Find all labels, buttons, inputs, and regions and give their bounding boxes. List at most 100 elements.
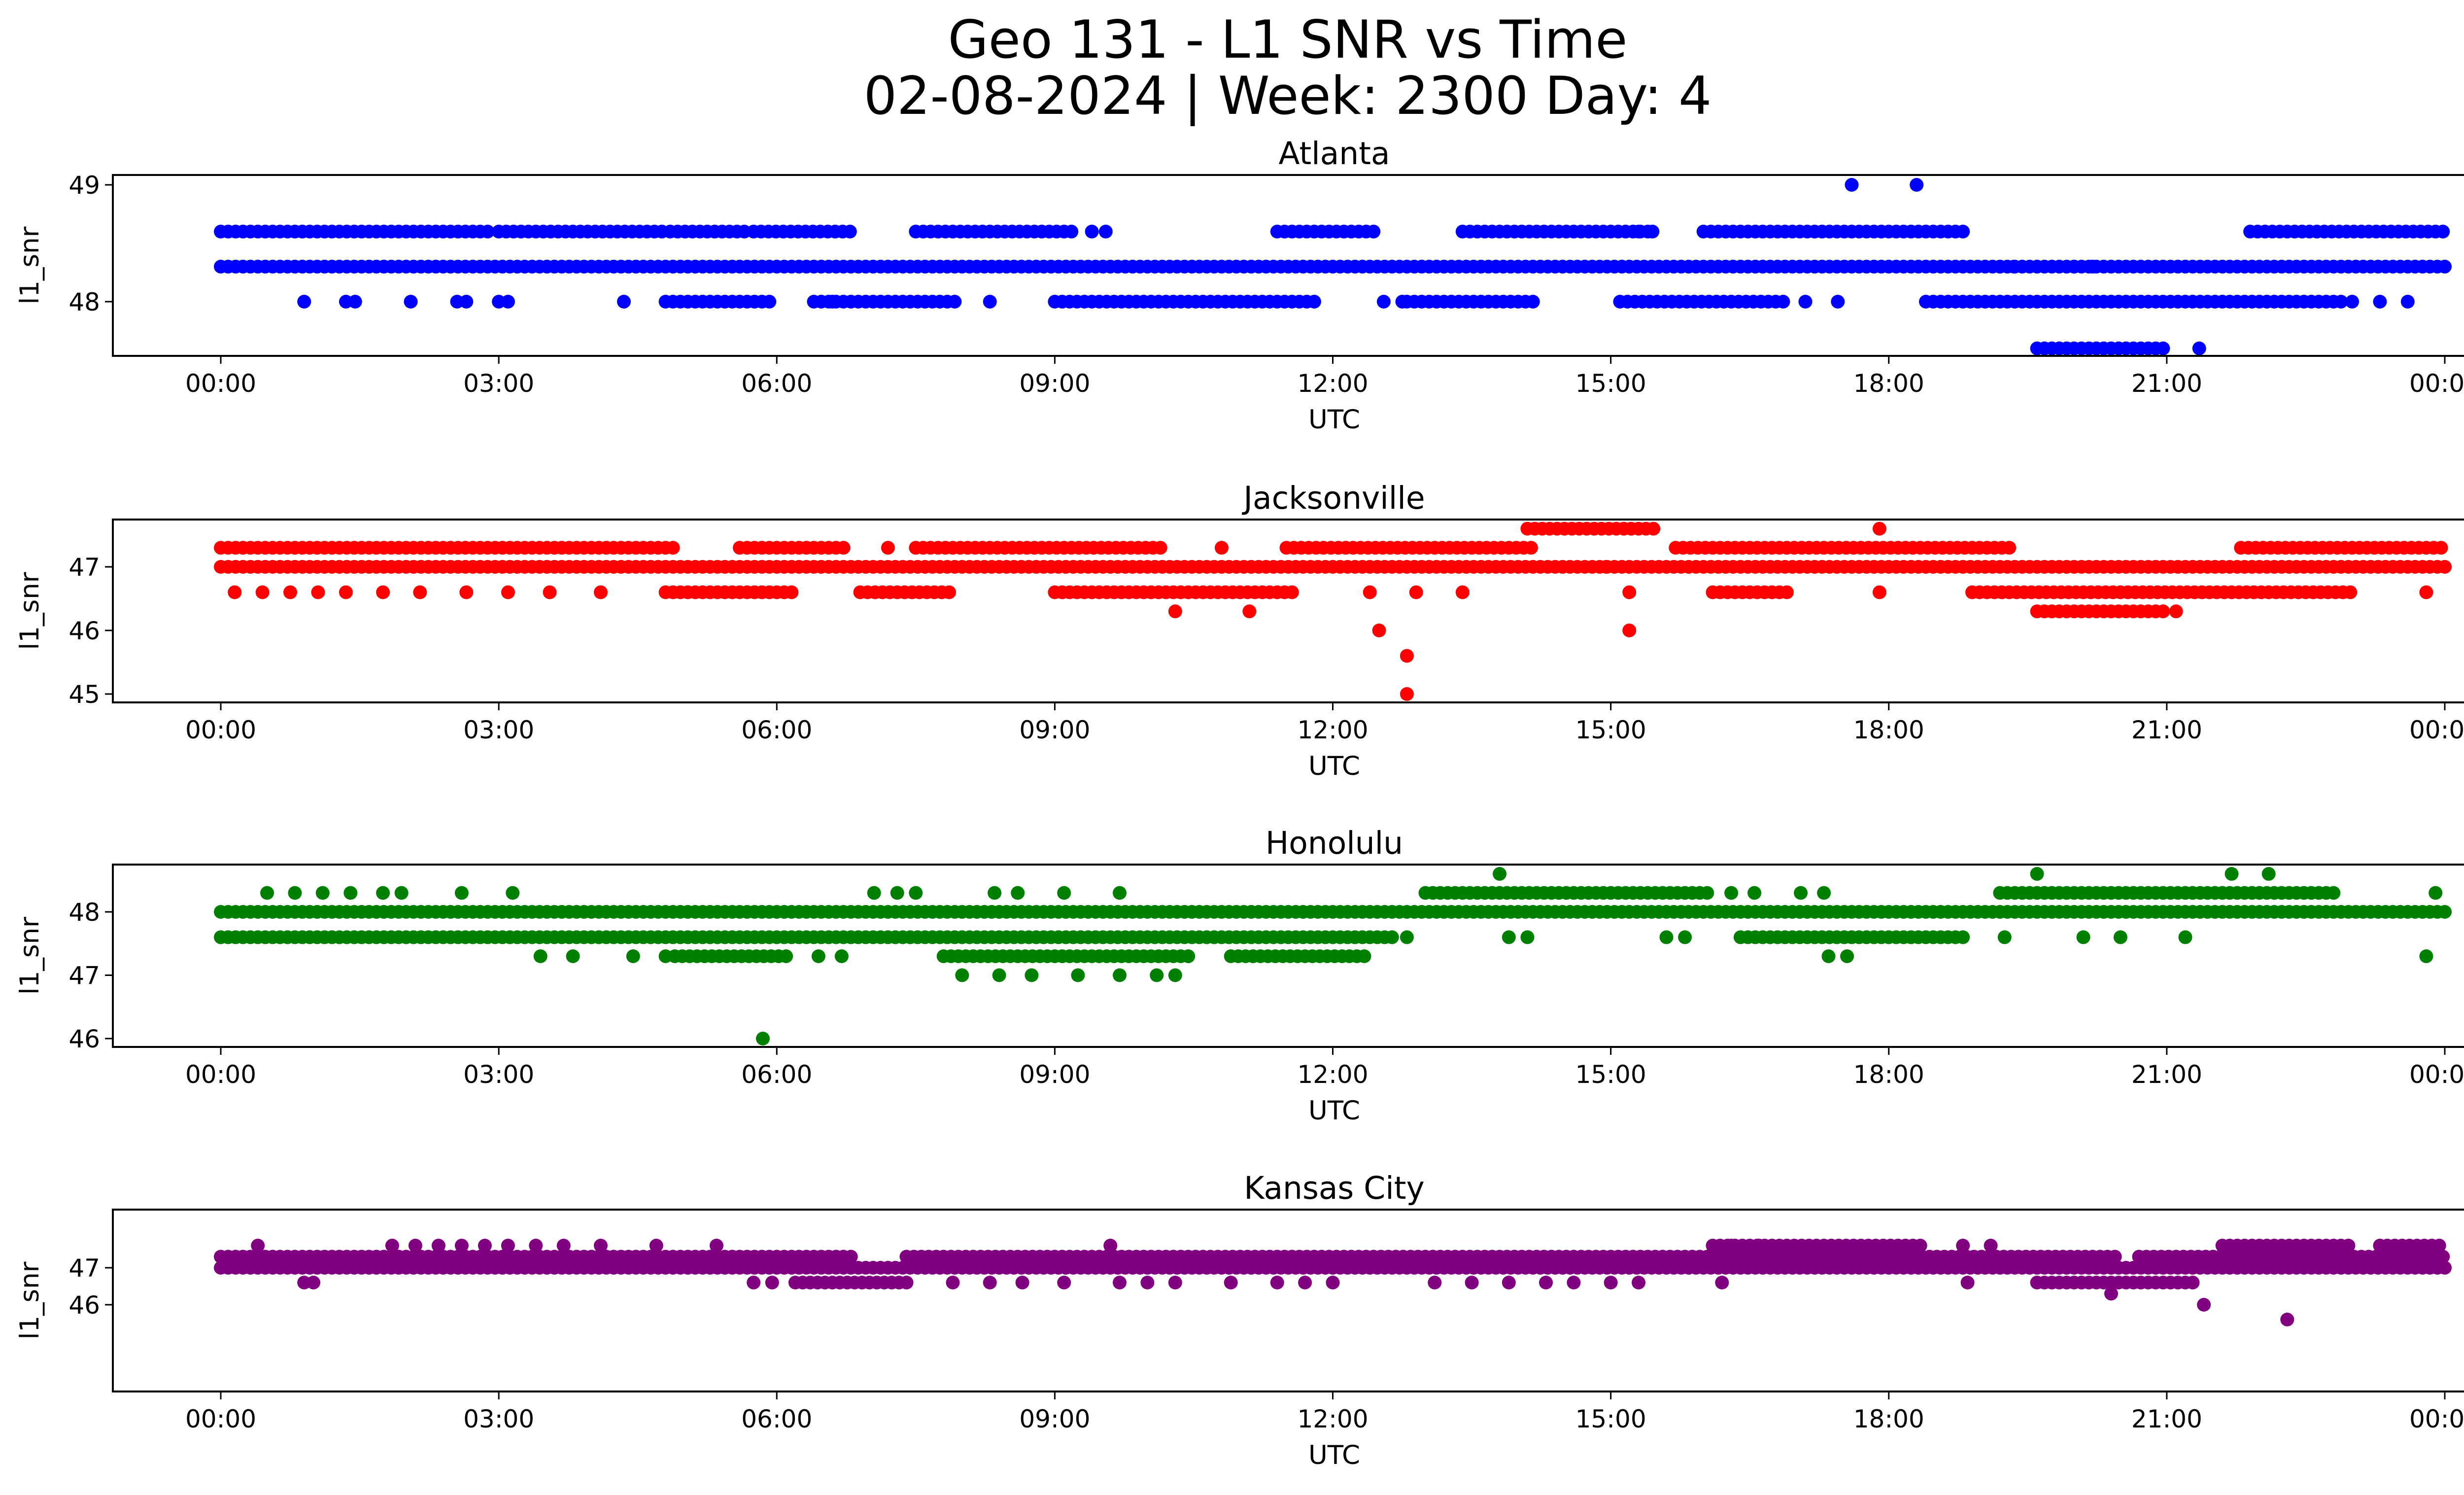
data-point <box>2438 1261 2452 1275</box>
data-point <box>811 949 825 963</box>
x-tick-label: 00:00 <box>185 369 256 398</box>
data-point <box>747 1276 761 1289</box>
subplot-kansas-city: Kansas City 00:00 03:00 06:00 09:00 12:00 15:0… <box>15 1170 2464 1470</box>
data-point <box>1872 585 1886 599</box>
data-point <box>2327 886 2341 900</box>
x-tick-label: 03:00 <box>463 716 534 744</box>
data-point <box>2067 259 2081 274</box>
subplot-atlanta: Atlanta 00:00 03:00 06:00 09:00 12:00 15:00 18:… <box>15 136 2464 435</box>
data-point <box>1140 1276 1155 1289</box>
data-point <box>988 886 1002 900</box>
data-point <box>480 224 495 239</box>
data-point <box>454 886 469 900</box>
data-point <box>1085 224 1099 239</box>
y-tick-label: 46 <box>68 1291 100 1320</box>
data-point <box>1632 1276 1645 1289</box>
data-point <box>1113 886 1127 900</box>
data-point <box>1956 930 1970 944</box>
data-point <box>1622 585 1637 599</box>
data-point <box>1071 968 1085 982</box>
data-point <box>617 295 631 309</box>
scatter-points <box>214 1239 2452 1326</box>
data-point <box>1298 1276 1312 1289</box>
data-point <box>1242 604 1257 619</box>
data-point <box>1025 968 1039 982</box>
data-point <box>1724 886 1739 900</box>
data-point <box>1780 585 1794 599</box>
data-point <box>1956 224 1970 239</box>
data-point <box>881 541 895 555</box>
data-point <box>1015 1276 1029 1289</box>
data-point <box>2400 295 2415 309</box>
data-point <box>394 886 409 900</box>
data-point <box>946 1276 960 1289</box>
x-tick-label: 18:00 <box>1853 1405 1924 1433</box>
data-point <box>385 1239 399 1252</box>
data-point <box>2108 1250 2122 1264</box>
data-point <box>756 1032 770 1045</box>
data-point <box>825 295 840 309</box>
data-point <box>1956 1239 1970 1252</box>
data-point <box>1913 1239 1927 1252</box>
x-tick-label: 00:00 <box>185 1405 256 1433</box>
data-point <box>899 1276 914 1289</box>
x-tick-label: 06:00 <box>741 716 812 744</box>
x-tick-label: 21:00 <box>2131 1405 2202 1433</box>
data-point <box>1357 949 1371 963</box>
data-point <box>1604 1276 1618 1289</box>
x-tick-label: 06:00 <box>741 369 812 398</box>
x-tick-label: 09:00 <box>1019 1405 1090 1433</box>
data-point <box>1599 560 1613 574</box>
data-point <box>297 295 311 309</box>
data-point <box>594 1239 608 1252</box>
data-point <box>404 295 418 309</box>
data-point <box>1168 604 1182 619</box>
data-point <box>942 585 956 599</box>
axes-frame <box>112 174 2464 357</box>
data-point <box>255 585 270 599</box>
data-point <box>1645 224 1660 239</box>
data-point <box>376 886 390 900</box>
x-tick-label: 12:00 <box>1297 1060 1368 1089</box>
data-point <box>315 886 330 900</box>
data-point <box>844 1250 858 1264</box>
data-point <box>1363 585 1377 599</box>
subplot-title: Kansas City <box>1244 1170 1425 1206</box>
y-tick-label: 45 <box>68 680 100 709</box>
data-point <box>501 295 515 309</box>
data-point <box>1502 1276 1516 1289</box>
x-tick-label: 06:00 <box>741 1405 812 1433</box>
data-point <box>311 585 325 599</box>
data-point <box>2419 949 2433 963</box>
data-point <box>251 1239 265 1252</box>
data-point <box>2345 295 2359 309</box>
data-point <box>2224 867 2239 881</box>
scatter-points <box>214 178 2452 355</box>
data-point <box>2169 604 2183 619</box>
data-point <box>909 886 923 900</box>
data-point <box>2086 259 2100 274</box>
x-tick-label: 00:00 <box>2409 716 2464 744</box>
figure-title-line-1: Geo 131 - L1 SNR vs Time <box>948 9 1628 70</box>
data-point <box>1465 1276 1479 1289</box>
x-tick-label: 03:00 <box>463 369 534 398</box>
data-point <box>283 585 297 599</box>
data-point <box>459 585 474 599</box>
data-point <box>1098 224 1113 239</box>
data-point <box>1821 949 1836 963</box>
data-point <box>260 886 274 900</box>
data-point <box>1539 1276 1553 1289</box>
data-point <box>1520 930 1535 944</box>
data-point <box>478 1239 492 1252</box>
data-point <box>834 949 849 963</box>
data-point <box>710 1239 723 1252</box>
data-point <box>1910 178 1924 192</box>
data-point <box>459 295 474 309</box>
data-point <box>1997 930 2012 944</box>
x-tick-label: 15:00 <box>1575 716 1646 744</box>
data-point <box>506 886 520 900</box>
data-point <box>501 1239 515 1252</box>
axes-frame <box>112 519 2464 703</box>
data-point <box>501 585 515 599</box>
